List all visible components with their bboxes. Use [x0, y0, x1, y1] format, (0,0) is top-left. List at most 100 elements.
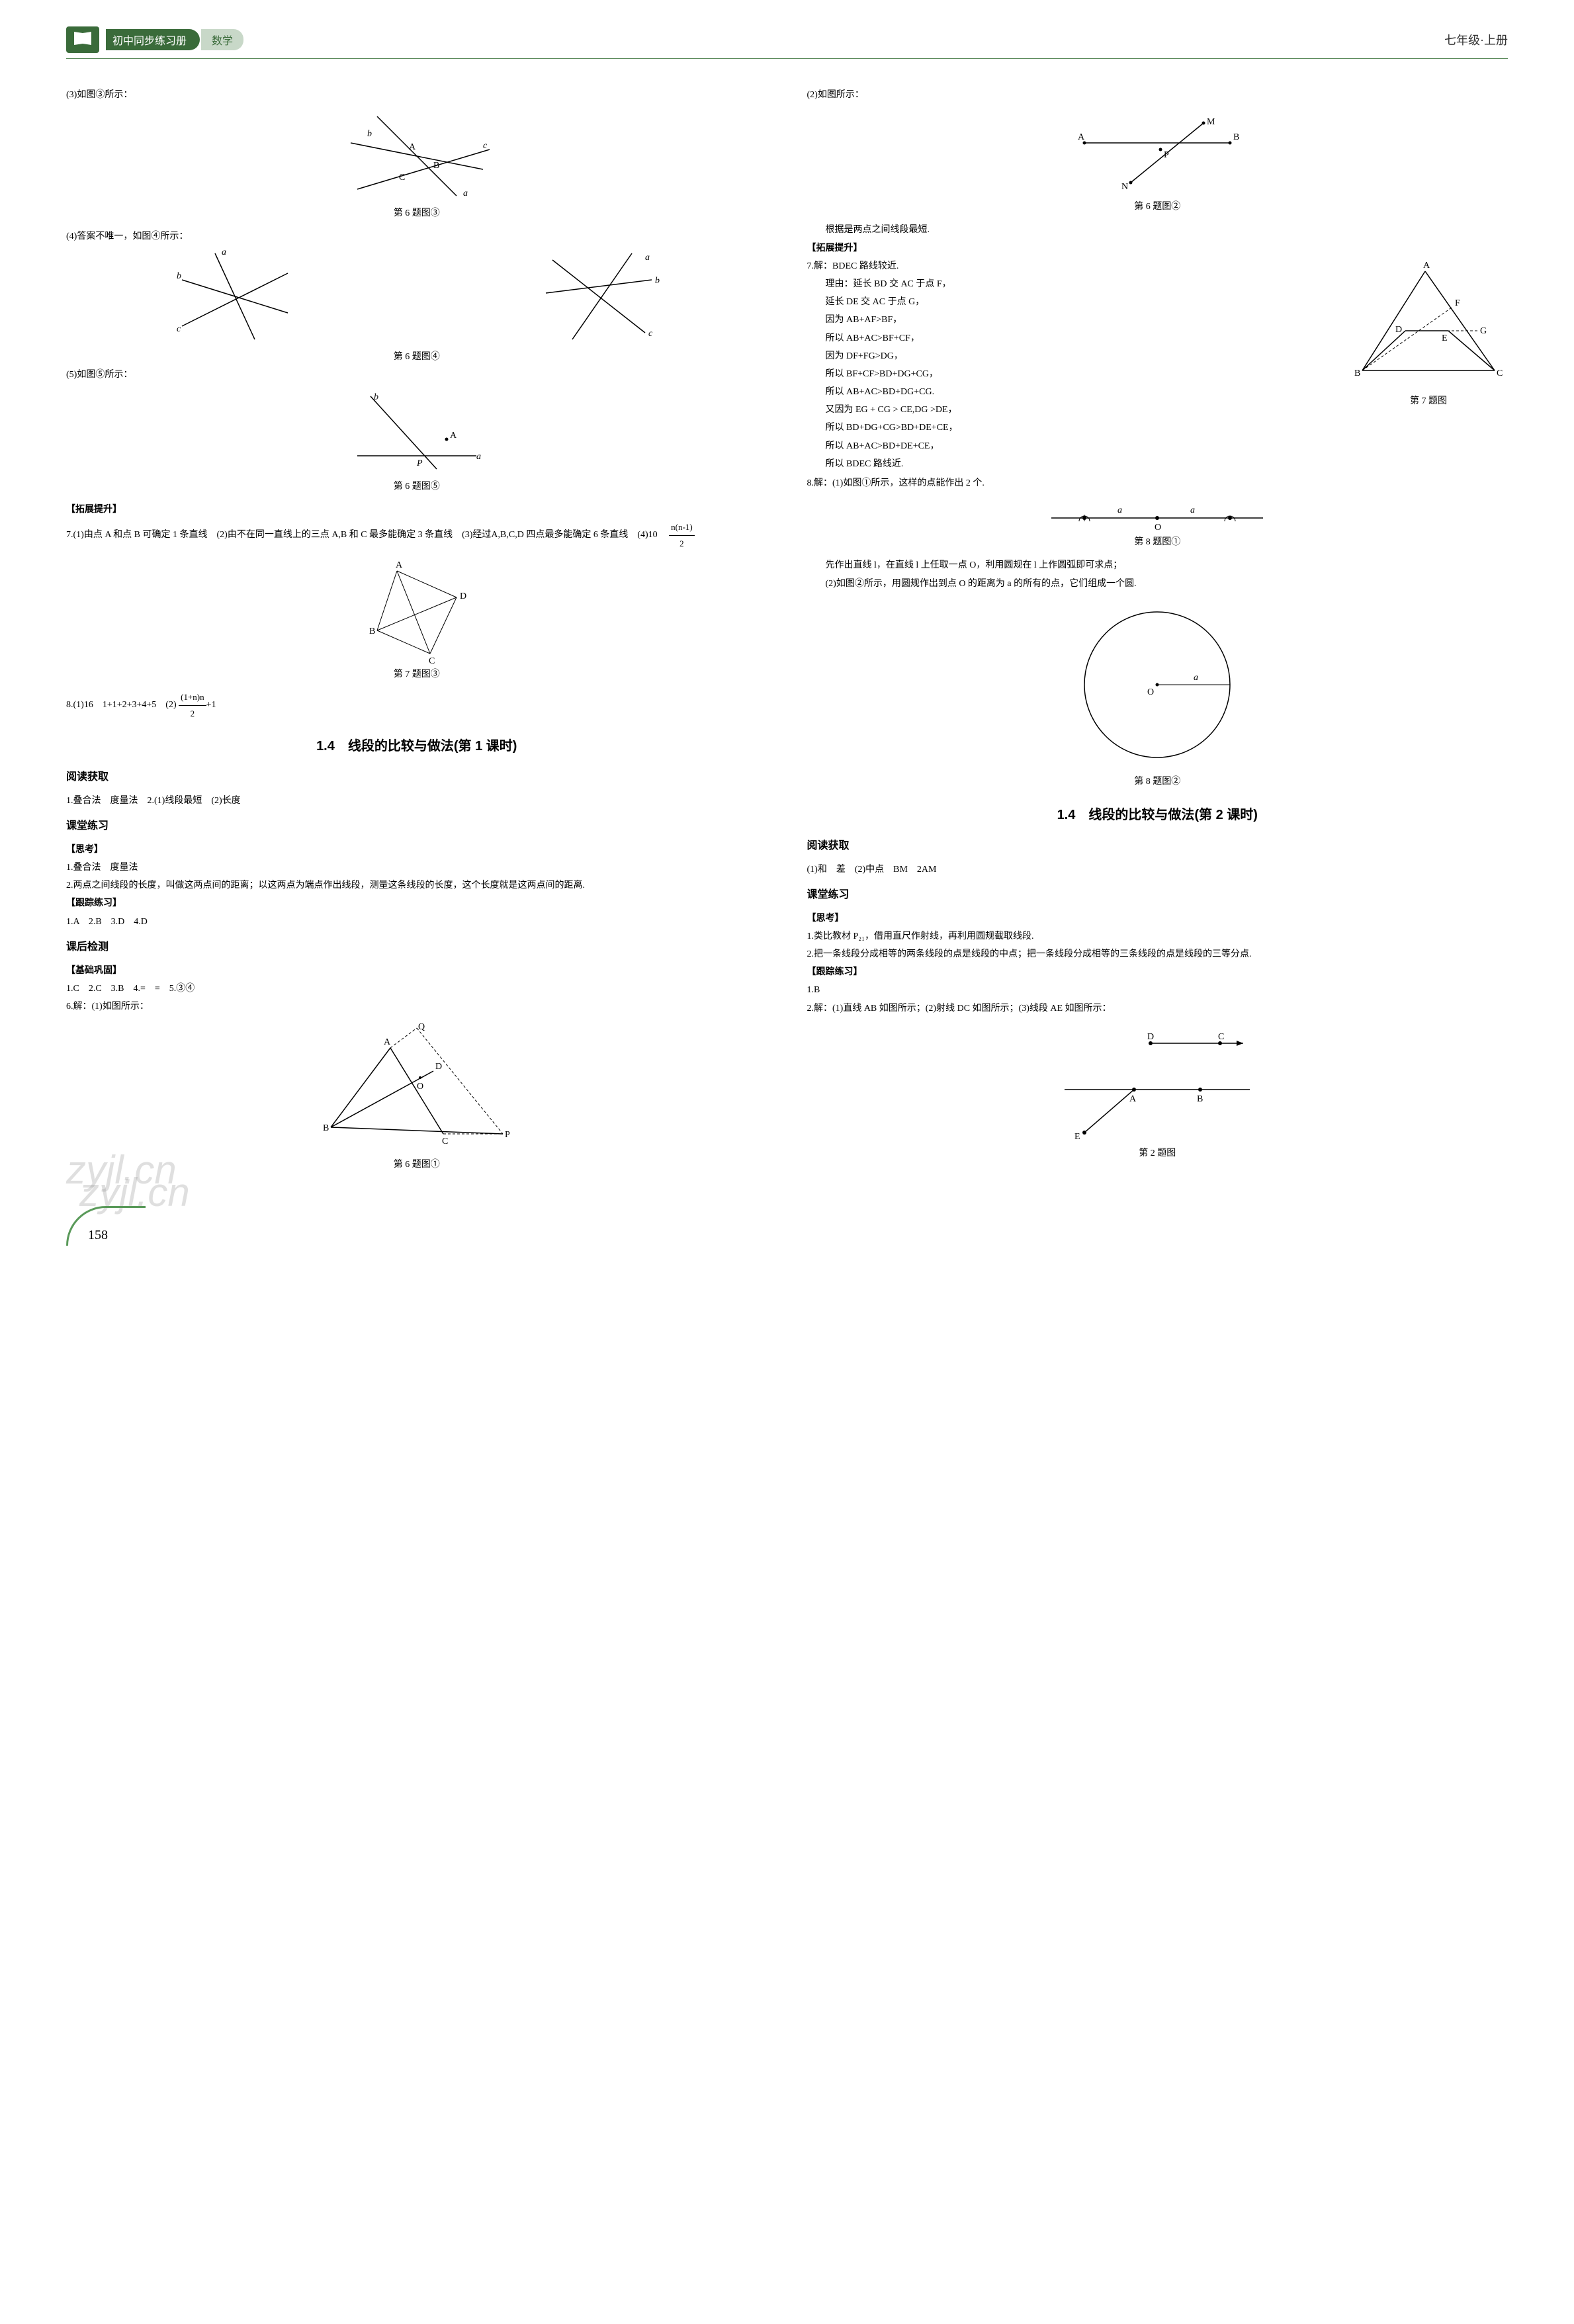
sikao-1-2: 2.两点之间线段的长度，叫做这两点间的距离；以这两点为端点作出线段，测量这条线段… — [66, 877, 767, 894]
svg-text:O: O — [1155, 523, 1161, 531]
fig-6-2-svg: A B M N P — [1065, 110, 1250, 196]
svg-text:M: M — [1207, 117, 1215, 127]
svg-text:b: b — [177, 271, 181, 281]
left-column: (3)如图③所示： b c a A B C 第 6 题图③ (4)答案不唯一，如… — [66, 85, 767, 1180]
svg-text:C: C — [1497, 368, 1503, 378]
fig-6-4-left: a b c — [169, 247, 301, 346]
yuedu-title-2: 阅读获取 — [807, 837, 1508, 856]
fig-6-2-label: 第 6 题图② — [807, 198, 1508, 215]
item7-line-11: 所以 BDEC 路线近. — [807, 456, 1508, 472]
svg-text:P: P — [416, 458, 423, 468]
svg-text:a: a — [222, 247, 226, 257]
svg-text:D: D — [1395, 325, 1402, 335]
figure-7-3: A B C D 第 7 题图③ — [66, 558, 767, 683]
yuedu-title-1: 阅读获取 — [66, 768, 767, 787]
fig-8-2-svg: O a — [1065, 599, 1250, 771]
figure-7-right: A B C D E F G 第 7 题图 — [1349, 258, 1508, 409]
svg-text:P: P — [1164, 150, 1169, 160]
fig-7-3-svg: A B C D — [344, 558, 490, 664]
svg-text:E: E — [1074, 1132, 1080, 1142]
svg-text:a: a — [476, 452, 481, 462]
sikao-title-2: 【思考】 — [807, 910, 1508, 927]
svg-text:b: b — [374, 392, 378, 402]
section-1-4-2: 1.4 线段的比较与做法(第 2 课时) — [807, 803, 1508, 827]
fig-7-3-label: 第 7 题图③ — [66, 666, 767, 683]
fig-8-1-svg: a a O — [1038, 498, 1276, 531]
svg-text:A: A — [384, 1037, 391, 1047]
svg-text:a: a — [1117, 505, 1122, 515]
figure-6-3: b c a A B C 第 6 题图③ — [66, 110, 767, 222]
yuedu-content-1: 1.叠合法 度量法 2.(1)线段最短 (2)长度 — [66, 793, 767, 809]
figure-6-2: A B M N P 第 6 题图② — [807, 110, 1508, 215]
figure-2: A B C D E 第 2 题图 — [807, 1023, 1508, 1162]
svg-text:D: D — [1147, 1032, 1154, 1042]
sikao-2-1: 1.类比教材 P₂₁，借用直尺作射线，再利用圆规截取线段. — [807, 928, 1508, 945]
fig-6-1-label: 第 6 题图① — [66, 1156, 767, 1173]
fig-6-3-svg: b c a A B C — [331, 110, 503, 202]
item7-line-10: 所以 AB+AC>BD+DE+CE， — [807, 438, 1508, 454]
tuozhan-title-left: 【拓展提升】 — [66, 501, 767, 518]
svg-text:C: C — [442, 1137, 448, 1146]
svg-text:O: O — [1147, 687, 1154, 697]
ketang-title-1: 课堂练习 — [66, 817, 767, 836]
jichu-content-1: 1.C 2.C 3.B 4.= = 5.③④ — [66, 980, 767, 997]
ketang-title-2: 课堂练习 — [807, 886, 1508, 905]
genzong-2-1: 1.B — [807, 982, 1508, 998]
svg-text:O: O — [417, 1082, 423, 1092]
genzong-title-2: 【跟踪练习】 — [807, 964, 1508, 980]
svg-text:A: A — [396, 560, 403, 570]
logo-icon — [66, 26, 99, 53]
item-3-text: (3)如图③所示： — [66, 87, 767, 103]
figure-8-1: a a O 第 8 题图① — [807, 498, 1508, 550]
svg-text:c: c — [483, 141, 488, 151]
page-root: 初中同步练习册 数学 七年级·上册 (3)如图③所示： b c a A B C — [0, 0, 1574, 1285]
svg-text:b: b — [367, 129, 372, 139]
svg-text:B: B — [369, 626, 375, 636]
figure-6-4-row: a b c a b c — [66, 247, 767, 346]
svg-text:B: B — [1197, 1094, 1203, 1104]
svg-text:a: a — [1194, 673, 1198, 683]
svg-text:P: P — [505, 1130, 510, 1140]
svg-text:G: G — [1480, 326, 1487, 336]
figure-6-5: b a P A 第 6 题图⑤ — [66, 390, 767, 495]
sikao-2-2: 2.把一条线段分成相等的两条线段的点是线段的中点；把一条线段分成相等的三条线段的… — [807, 946, 1508, 963]
svg-text:Q: Q — [418, 1022, 425, 1032]
item-8-text2: (2)如图②所示，用圆规作出到点 O 的距离为 a 的所有的点，它们组成一个圆. — [807, 576, 1508, 592]
svg-text:A: A — [1078, 132, 1085, 142]
item-2-text: (2)如图所示： — [807, 87, 1508, 103]
svg-text:c: c — [177, 324, 181, 334]
fig-7-right-label: 第 7 题图 — [1349, 393, 1508, 409]
svg-text:A: A — [450, 431, 457, 441]
yuedu-content-2: (1)和 差 (2)中点 BM 2AM — [807, 861, 1508, 878]
item-5-text: (5)如图⑤所示： — [66, 366, 767, 383]
svg-text:D: D — [435, 1062, 442, 1072]
svg-text:C: C — [399, 173, 405, 183]
svg-text:a: a — [463, 189, 468, 198]
genzong-content-1: 1.A 2.B 3.D 4.D — [66, 914, 767, 930]
fig-6-3-label: 第 6 题图③ — [66, 205, 767, 222]
content-columns: (3)如图③所示： b c a A B C 第 6 题图③ (4)答案不唯一，如… — [66, 85, 1508, 1180]
fig-2-svg: A B C D E — [1051, 1023, 1263, 1142]
figure-8-2: O a 第 8 题图② — [807, 599, 1508, 790]
fig-2-label: 第 2 题图 — [807, 1145, 1508, 1162]
page-number: 158 — [88, 1228, 108, 1243]
fig-6-4-right: a b c — [533, 247, 665, 346]
item-6-text: 6.解：(1)如图所示： — [66, 998, 767, 1015]
fig-6-1-svg: A B C D O P Q — [311, 1021, 523, 1154]
item-4-text: (4)答案不唯一，如图④所示： — [66, 228, 767, 245]
svg-text:B: B — [323, 1123, 329, 1133]
tuozhan-title-right: 【拓展提升】 — [807, 240, 1508, 257]
svg-text:B: B — [1233, 132, 1239, 142]
svg-text:a: a — [1190, 505, 1195, 515]
genzong-title-1: 【跟踪练习】 — [66, 895, 767, 912]
svg-text:c: c — [648, 329, 653, 339]
page-header: 初中同步练习册 数学 七年级·上册 — [66, 26, 1508, 59]
svg-text:B: B — [433, 161, 439, 171]
svg-text:A: A — [409, 142, 416, 152]
svg-text:C: C — [429, 656, 435, 664]
page-number-arc: 158 — [66, 1206, 146, 1246]
svg-text:B: B — [1354, 368, 1360, 378]
svg-text:C: C — [1218, 1032, 1224, 1042]
header-grade: 七年级·上册 — [1444, 31, 1508, 48]
item-7-text: 7.(1)由点 A 和点 B 可确定 1 条直线 (2)由不在同一直线上的三点 … — [66, 519, 767, 551]
